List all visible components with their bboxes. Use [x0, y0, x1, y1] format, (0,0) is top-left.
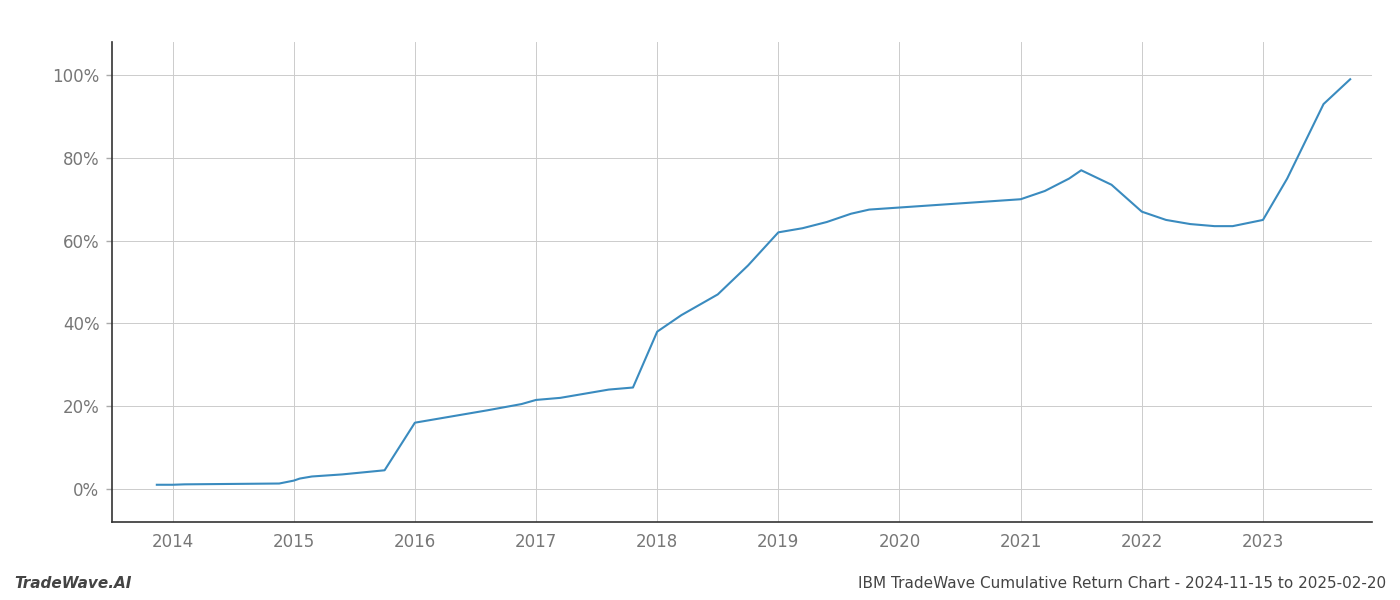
Text: TradeWave.AI: TradeWave.AI — [14, 576, 132, 591]
Text: IBM TradeWave Cumulative Return Chart - 2024-11-15 to 2025-02-20: IBM TradeWave Cumulative Return Chart - … — [858, 576, 1386, 591]
